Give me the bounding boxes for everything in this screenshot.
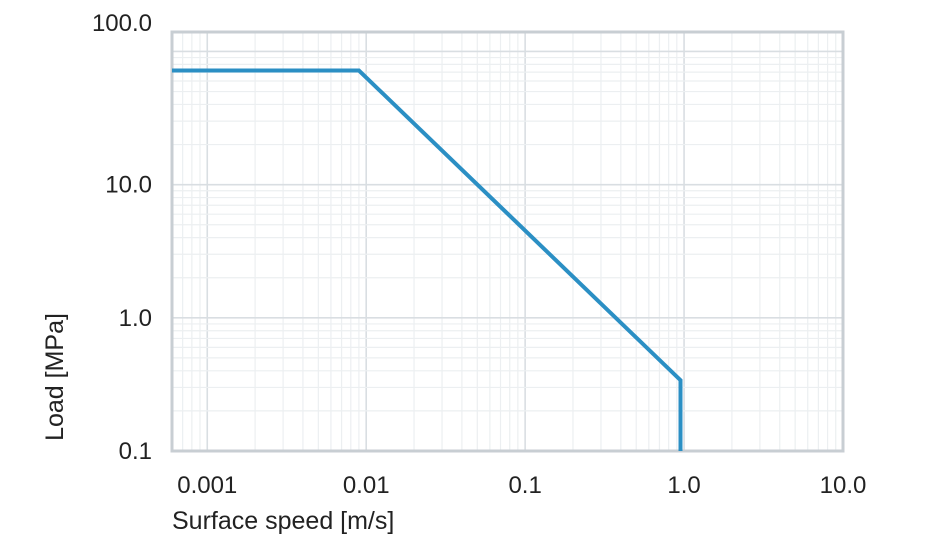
x-tick-label: 0.001 bbox=[177, 472, 237, 499]
x-tick-label: 10.0 bbox=[820, 472, 867, 499]
y-tick-label: 1.0 bbox=[119, 305, 152, 332]
series-layer bbox=[172, 68, 683, 451]
y-tick-label: 10.0 bbox=[105, 172, 152, 199]
series-line-1 bbox=[172, 68, 683, 451]
grid bbox=[172, 32, 843, 451]
y-tick-label: 100.0 bbox=[92, 10, 152, 37]
y-axis-title: Load [MPa] bbox=[41, 313, 69, 441]
x-axis-title: Surface speed [m/s] bbox=[172, 507, 394, 535]
x-axis-ticks: 0.001 0.01 0.1 1.0 10.0 bbox=[177, 472, 866, 499]
y-tick-label: 0.1 bbox=[119, 438, 152, 465]
x-tick-label: 1.0 bbox=[667, 472, 700, 499]
x-tick-label: 0.1 bbox=[508, 472, 541, 499]
plot-frame bbox=[170, 30, 845, 453]
y-axis-ticks: 0.1 1.0 10.0 100.0 bbox=[92, 10, 152, 465]
x-tick-label: 0.01 bbox=[343, 472, 390, 499]
